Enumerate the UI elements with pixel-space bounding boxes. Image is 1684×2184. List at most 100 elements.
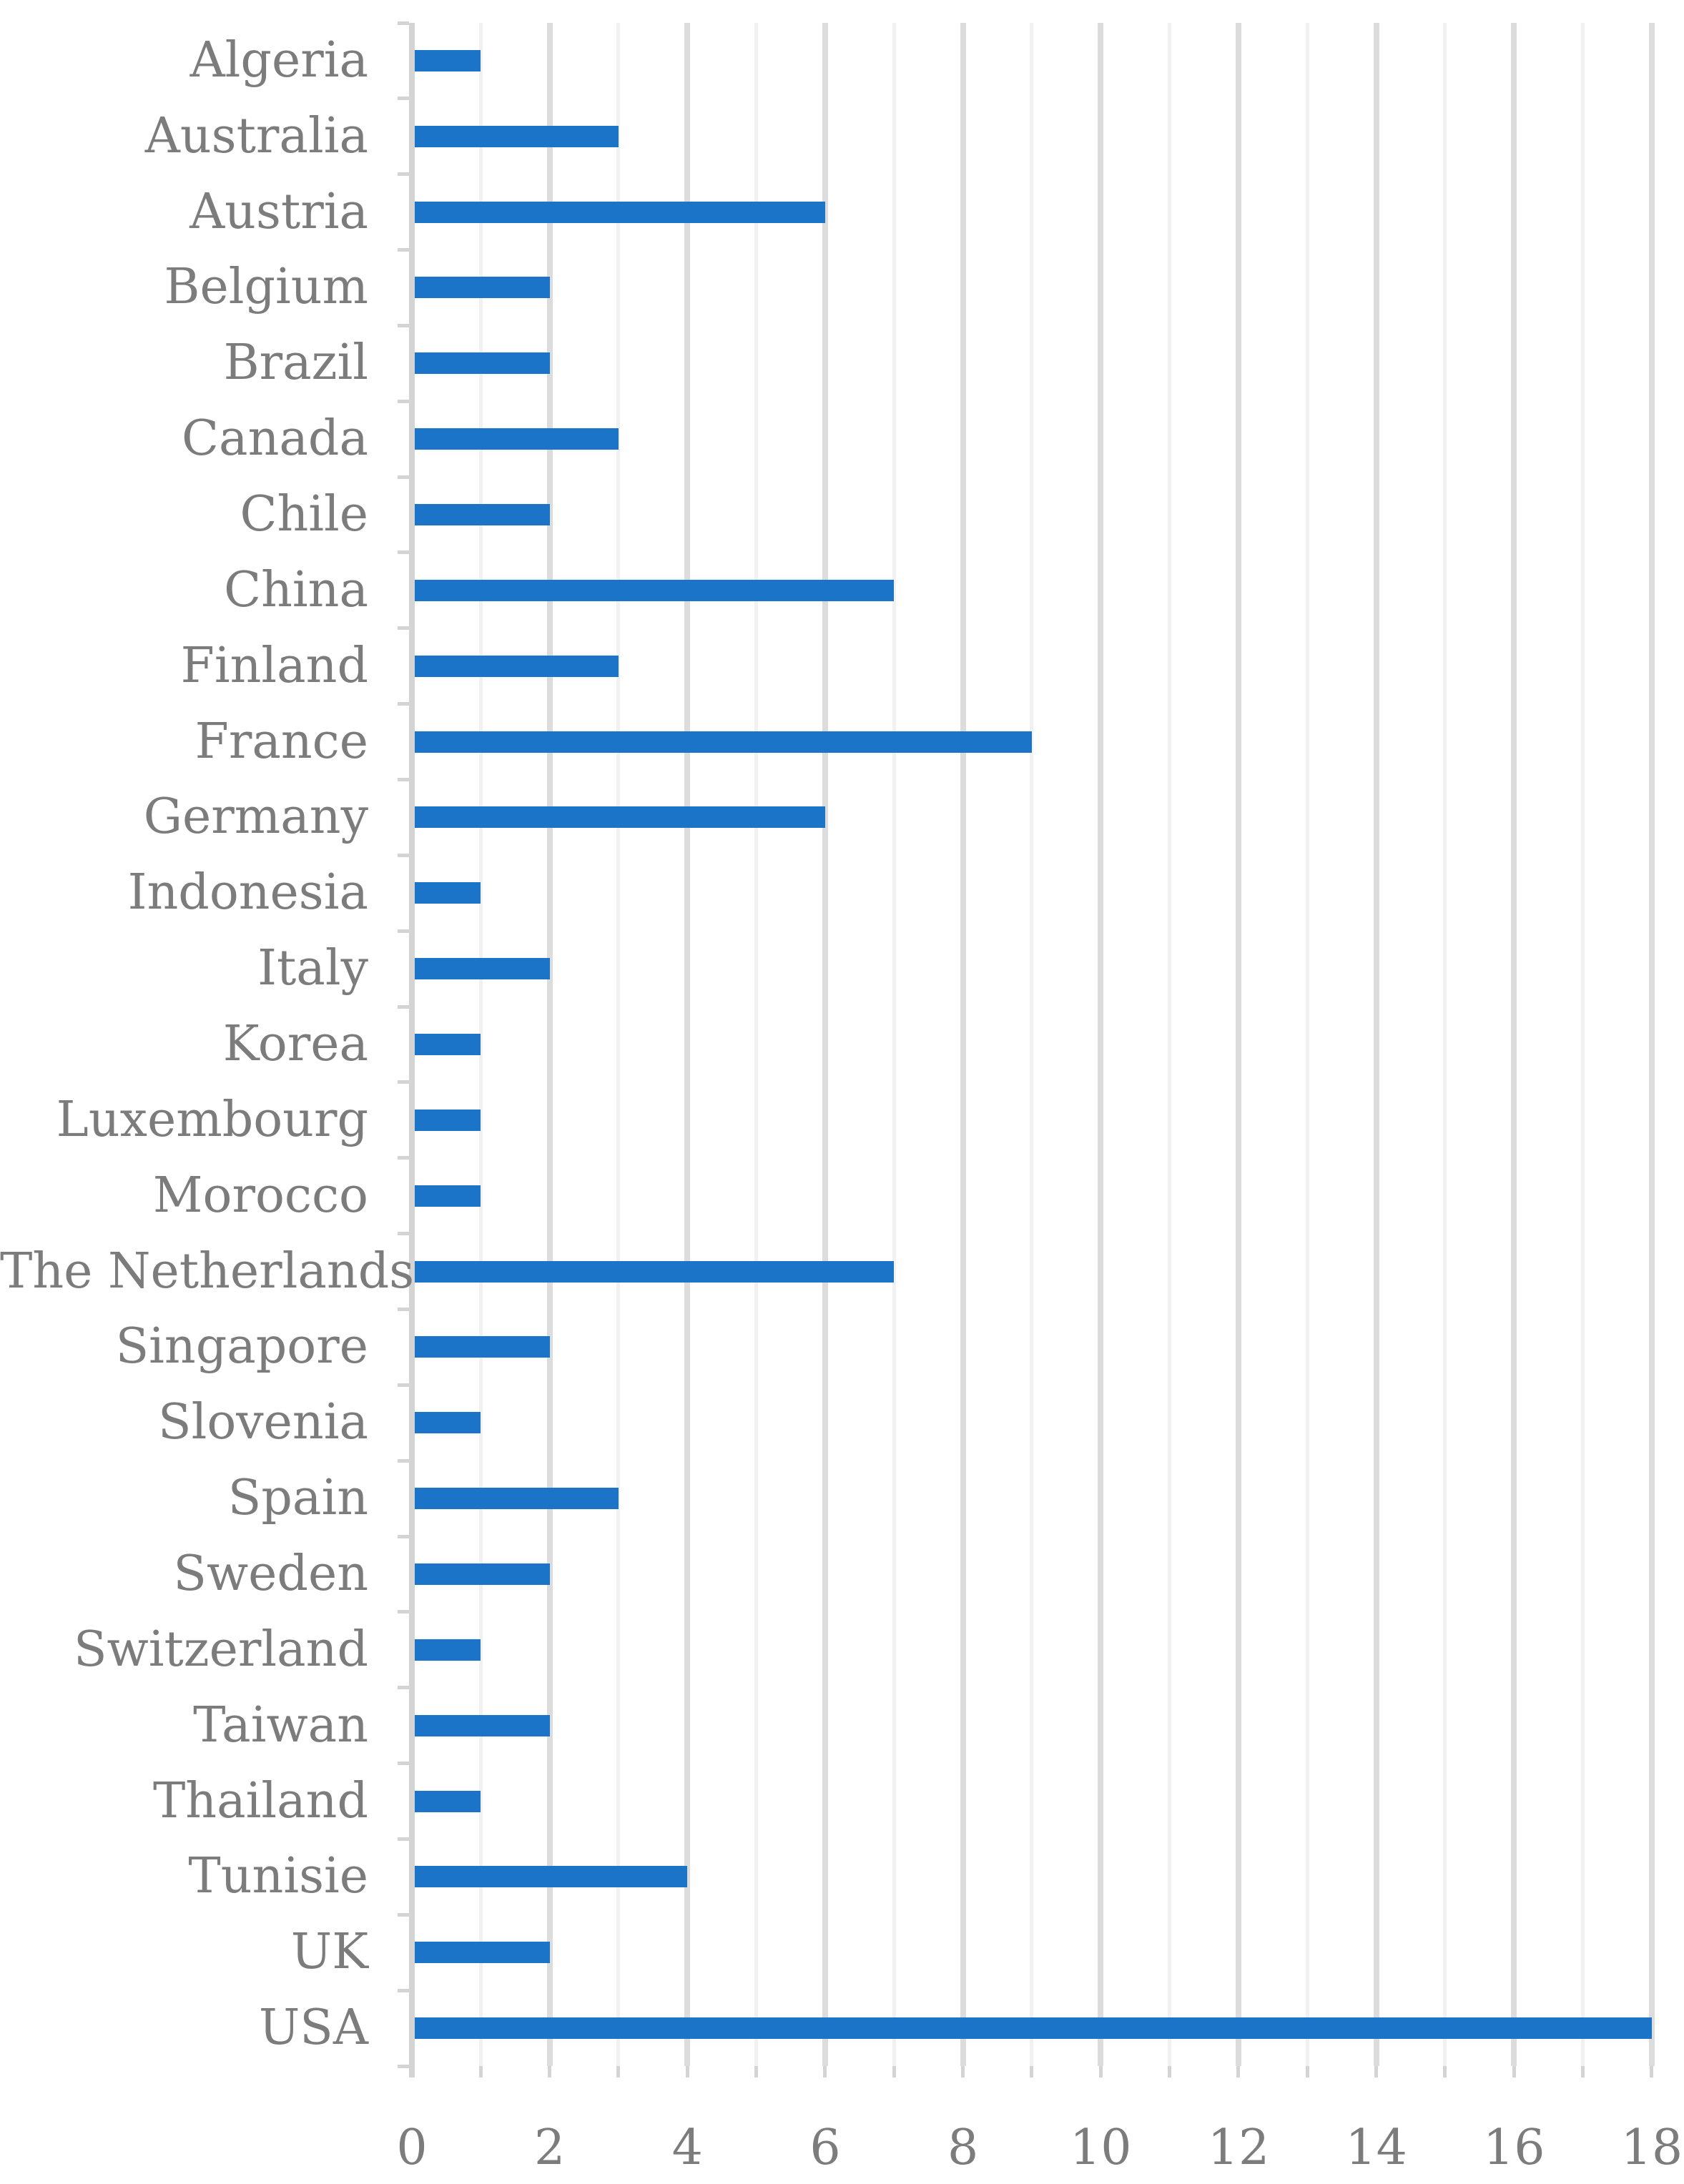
bar-thailand xyxy=(415,1790,481,1812)
bar-germany xyxy=(415,806,825,829)
value-axis-tick xyxy=(823,2066,827,2077)
value-axis-tick xyxy=(616,2066,621,2077)
category-label: USA xyxy=(259,2000,368,2057)
bar-italy xyxy=(415,958,550,980)
major-gridline xyxy=(1098,23,1104,2066)
minor-gridline xyxy=(1443,23,1447,2066)
value-axis-label: 12 xyxy=(1207,2120,1270,2176)
bar-spain xyxy=(415,1488,619,1510)
category-label: Switzerland xyxy=(73,1621,368,1678)
bar-luxembourg xyxy=(415,1109,481,1131)
category-axis-tick xyxy=(398,399,409,403)
bar-singapore xyxy=(415,1336,550,1358)
value-axis-label: 0 xyxy=(396,2120,428,2176)
category-label: Algeria xyxy=(189,31,368,89)
value-axis-label: 10 xyxy=(1070,2120,1132,2176)
category-axis-tick xyxy=(398,2064,409,2068)
major-gridline xyxy=(546,23,553,2066)
value-axis-tick xyxy=(1305,2066,1309,2077)
value-axis-tick xyxy=(1168,2066,1172,2077)
category-axis-tick xyxy=(398,1156,409,1160)
major-gridline xyxy=(822,23,828,2066)
value-axis-label: 14 xyxy=(1345,2120,1407,2176)
category-label: Indonesia xyxy=(127,864,368,921)
category-axis-tick xyxy=(398,323,409,327)
category-axis-tick xyxy=(398,1912,409,1917)
value-axis-tick xyxy=(548,2066,552,2077)
value-axis-tick xyxy=(1236,2066,1241,2077)
category-axis-tick xyxy=(398,248,409,252)
category-label: Morocco xyxy=(152,1167,368,1224)
bar-tunisie xyxy=(415,1866,688,1888)
category-label: Austria xyxy=(189,183,368,240)
category-axis-tick xyxy=(398,929,409,933)
category-axis-tick xyxy=(398,778,409,782)
category-axis-tick xyxy=(398,1761,409,1766)
category-axis-tick xyxy=(398,550,409,555)
value-axis-tick xyxy=(1098,2066,1103,2077)
category-axis-tick xyxy=(398,1837,409,1841)
category-label: Brazil xyxy=(223,335,368,392)
major-gridline xyxy=(1648,23,1655,2066)
minor-gridline xyxy=(1168,23,1172,2066)
value-axis-tick xyxy=(1512,2066,1516,2077)
category-axis-tick xyxy=(398,1686,409,1690)
category-label: Chile xyxy=(240,486,368,543)
value-axis-tick xyxy=(1374,2066,1379,2077)
category-label: Spain xyxy=(227,1470,368,1527)
category-axis-tick xyxy=(398,1232,409,1236)
bar-morocco xyxy=(415,1185,481,1207)
category-axis-tick xyxy=(398,475,409,479)
value-axis-tick xyxy=(1581,2066,1585,2077)
category-label: Germany xyxy=(143,789,368,846)
bar-switzerland xyxy=(415,1639,481,1661)
category-axis-tick xyxy=(398,1610,409,1614)
bar-canada xyxy=(415,428,619,450)
major-gridline xyxy=(1235,23,1241,2066)
category-label: Canada xyxy=(182,410,368,468)
bar-korea xyxy=(415,1034,481,1055)
category-label: Sweden xyxy=(173,1545,368,1602)
minor-gridline xyxy=(478,23,483,2066)
category-axis-tick xyxy=(398,1988,409,1992)
category-axis-tick xyxy=(398,172,409,177)
category-axis-tick xyxy=(398,1004,409,1009)
category-label: France xyxy=(195,713,368,770)
category-label: Luxembourg xyxy=(56,1091,368,1148)
bar-indonesia xyxy=(415,882,481,904)
value-axis-label: 2 xyxy=(534,2120,566,2176)
category-axis-tick xyxy=(398,1458,409,1463)
bar-france xyxy=(415,731,1032,753)
bar-algeria xyxy=(415,49,481,71)
category-label: Tunisie xyxy=(188,1848,368,1905)
value-axis-tick xyxy=(1443,2066,1447,2077)
value-axis-tick xyxy=(685,2066,689,2077)
category-axis-tick xyxy=(398,626,409,631)
category-label: Singapore xyxy=(115,1318,368,1375)
value-axis-tick xyxy=(754,2066,759,2077)
minor-gridline xyxy=(616,23,621,2066)
bar-austria xyxy=(415,201,825,223)
value-axis-label: 6 xyxy=(809,2120,841,2176)
bar-australia xyxy=(415,125,619,147)
category-axis-tick xyxy=(398,853,409,857)
category-label: Australia xyxy=(144,107,368,164)
category-label: Slovenia xyxy=(157,1394,368,1451)
value-axis-label: 4 xyxy=(671,2120,703,2176)
category-label: Korea xyxy=(222,1016,368,1072)
minor-gridline xyxy=(754,23,759,2066)
bar-the-netherlands xyxy=(415,1260,895,1283)
minor-gridline xyxy=(892,23,896,2066)
category-axis-tick xyxy=(398,1534,409,1538)
value-axis-label: 18 xyxy=(1620,2120,1683,2176)
value-axis-tick xyxy=(961,2066,965,2077)
major-gridline xyxy=(1373,23,1379,2066)
minor-gridline xyxy=(1581,23,1585,2066)
category-label: Italy xyxy=(257,940,368,997)
bar-finland xyxy=(415,655,619,677)
minor-gridline xyxy=(1030,23,1034,2066)
bar-chile xyxy=(415,504,550,526)
bar-usa xyxy=(415,2017,1652,2040)
value-axis-label: 16 xyxy=(1483,2120,1545,2176)
